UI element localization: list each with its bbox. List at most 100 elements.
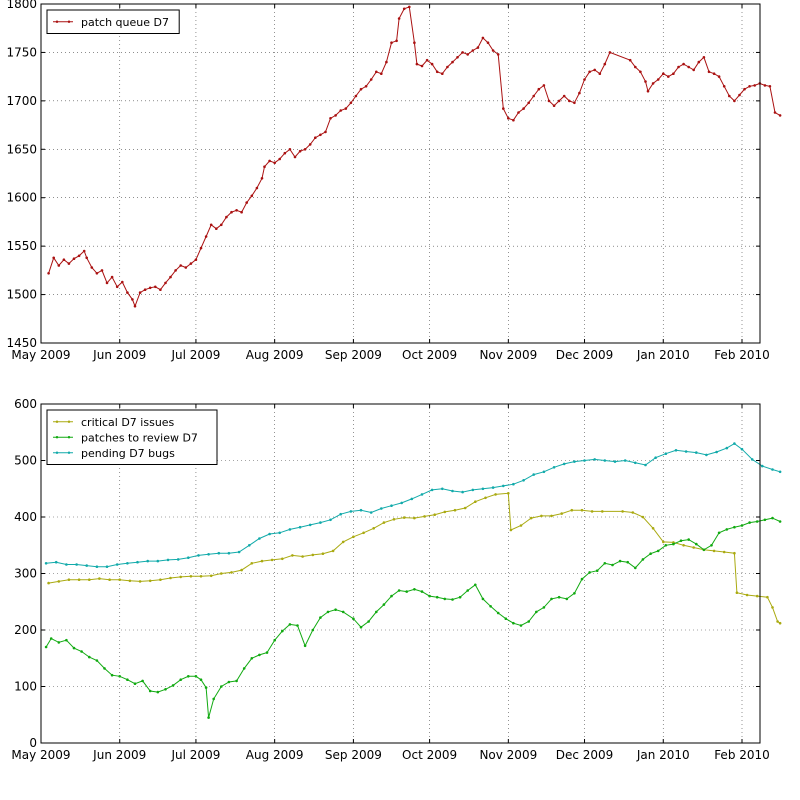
data-point	[628, 58, 632, 62]
data-point	[331, 549, 335, 553]
data-point	[220, 223, 223, 227]
data-point	[697, 60, 701, 64]
data-point	[613, 460, 617, 463]
data-point	[126, 562, 129, 565]
data-point	[126, 678, 129, 681]
data-point	[451, 60, 454, 64]
data-point	[105, 281, 109, 285]
data-point	[326, 610, 330, 614]
x-tick-label: May 2009	[11, 748, 70, 762]
data-point	[263, 165, 266, 168]
data-point	[128, 579, 132, 583]
series-1	[47, 492, 782, 625]
data-point	[118, 675, 121, 678]
data-point	[334, 608, 337, 611]
data-point	[339, 512, 343, 516]
data-point	[542, 606, 546, 609]
data-point	[641, 558, 645, 561]
data-point	[738, 93, 741, 97]
x-tick-label: Feb 2010	[714, 748, 770, 762]
data-point	[430, 62, 434, 66]
data-point	[435, 595, 439, 599]
data-point	[649, 552, 652, 555]
data-point	[512, 621, 515, 625]
data-point	[314, 136, 317, 139]
data-point	[519, 624, 523, 627]
data-point	[547, 99, 551, 103]
data-point	[215, 227, 218, 230]
data-point	[570, 508, 574, 512]
data-point	[494, 493, 497, 496]
data-point	[484, 496, 487, 500]
data-point	[184, 266, 188, 269]
data-point	[187, 675, 190, 678]
data-point	[476, 46, 480, 49]
data-point	[189, 262, 193, 265]
data-point	[131, 298, 134, 301]
data-point	[397, 17, 401, 20]
data-point	[85, 564, 88, 567]
data-point	[588, 571, 591, 574]
data-point	[413, 588, 416, 591]
data-point	[662, 72, 665, 75]
legend-marker	[67, 420, 71, 423]
data-point	[349, 510, 353, 513]
data-point	[644, 80, 647, 83]
data-point	[62, 258, 66, 262]
data-point	[603, 459, 607, 462]
data-point	[496, 53, 500, 56]
data-point	[486, 41, 490, 44]
data-point	[722, 85, 726, 88]
data-point	[423, 515, 426, 518]
data-point	[301, 555, 304, 558]
data-point	[126, 291, 129, 294]
data-point	[321, 552, 325, 555]
data-point	[413, 41, 416, 44]
data-point	[667, 75, 670, 78]
data-point	[156, 690, 160, 694]
y-tick-label: 1650	[6, 142, 37, 156]
x-tick-label: Aug 2009	[246, 748, 304, 762]
data-point	[601, 510, 604, 513]
data-point	[67, 578, 71, 581]
data-point	[593, 458, 596, 461]
data-point	[171, 684, 175, 687]
data-point	[466, 589, 470, 592]
data-point	[405, 590, 409, 593]
data-point	[656, 549, 660, 553]
data-point	[329, 518, 332, 522]
x-tick-label: Feb 2010	[714, 348, 770, 362]
data-point	[281, 557, 284, 561]
data-point	[260, 559, 264, 563]
data-point	[568, 99, 571, 103]
data-point	[443, 597, 447, 601]
x-tick-label: Sep 2009	[325, 348, 382, 362]
y-tick-label: 1550	[6, 239, 37, 253]
data-point	[402, 516, 406, 519]
data-point	[761, 464, 764, 468]
data-point	[395, 39, 398, 43]
legend-marker	[67, 20, 71, 23]
series-3	[44, 442, 782, 568]
data-point	[85, 256, 88, 260]
data-point	[250, 657, 254, 660]
data-point	[413, 516, 416, 520]
data-point	[227, 551, 231, 555]
y-tick-label: 1600	[6, 191, 37, 205]
data-point	[573, 460, 576, 463]
series-line	[46, 443, 781, 568]
data-point	[220, 685, 223, 688]
series-2	[44, 516, 782, 719]
data-point	[255, 186, 259, 190]
data-point	[753, 84, 756, 87]
data-point	[639, 70, 642, 74]
data-point	[692, 68, 695, 72]
data-point	[509, 528, 513, 532]
data-point	[502, 484, 505, 488]
data-point	[225, 215, 228, 219]
legend-label: critical D7 issues	[81, 416, 175, 429]
x-tick-label: Nov 2009	[479, 348, 537, 362]
data-point	[763, 518, 767, 522]
data-point	[44, 645, 48, 649]
data-point	[118, 578, 121, 581]
